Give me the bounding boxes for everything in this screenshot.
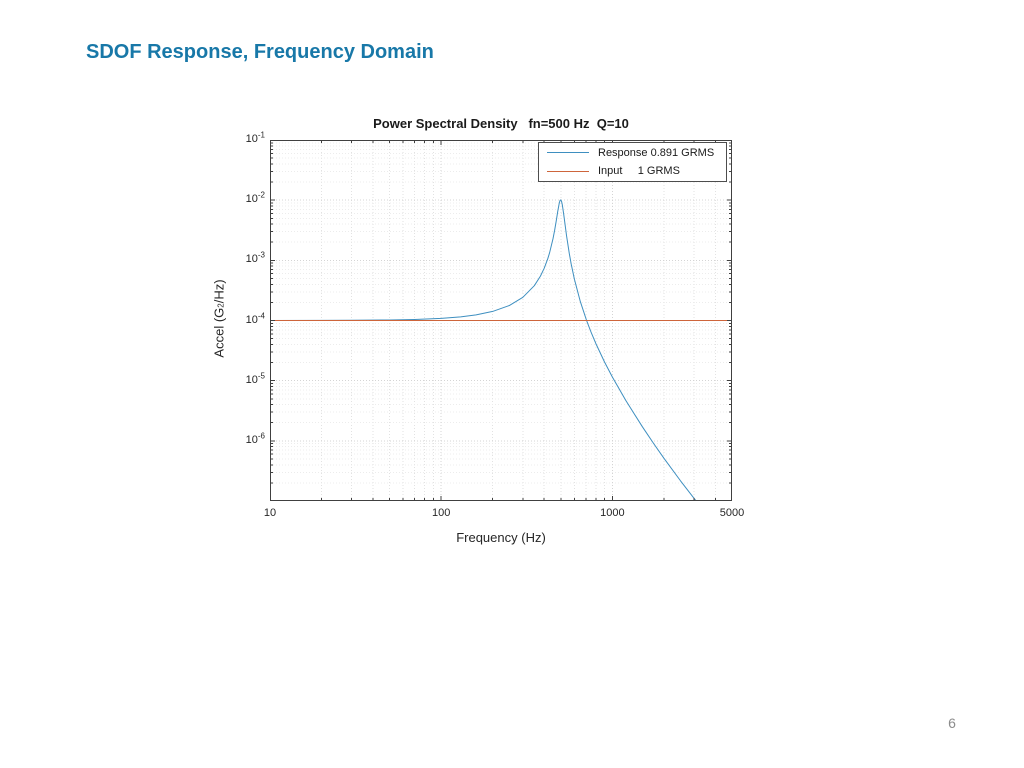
y-tick-label: 10-1 — [245, 130, 265, 145]
x-tick-label: 100 — [431, 507, 451, 519]
x-tick-label: 5000 — [719, 507, 745, 519]
x-tick-label: 1000 — [600, 507, 625, 519]
y-axis-label-superscript: 2 — [216, 303, 226, 308]
x-axis-label: Frequency (Hz) — [456, 530, 546, 545]
legend-entry-input: Input 1 GRMS — [547, 163, 726, 180]
y-tick-label: 10-6 — [245, 431, 265, 446]
legend-label-input: Input 1 GRMS — [598, 165, 680, 178]
response-line-swatch — [547, 152, 589, 154]
legend-label-response: Response 0.891 GRMS — [598, 146, 715, 159]
x-tick-label: 10 — [263, 507, 277, 519]
chart-title: Power Spectral Density fn=500 Hz Q=10 — [373, 116, 629, 131]
y-axis-label-text: /Hz) — [211, 279, 227, 304]
y-tick-label: 10-5 — [245, 371, 265, 386]
legend-entry-response: Response 0.891 GRMS — [547, 144, 726, 161]
y-tick-label: 10-2 — [245, 190, 265, 206]
input-line-swatch — [547, 170, 589, 172]
page-number: 6 — [948, 715, 956, 731]
slide-title: SDOF Response, Frequency Domain — [86, 41, 434, 63]
plot-area — [270, 140, 732, 501]
legend: Response 0.891 GRMS Input 1 GRMS — [538, 142, 727, 182]
y-tick-label: 10-4 — [245, 310, 265, 326]
y-tick-label: 10-3 — [245, 250, 265, 266]
